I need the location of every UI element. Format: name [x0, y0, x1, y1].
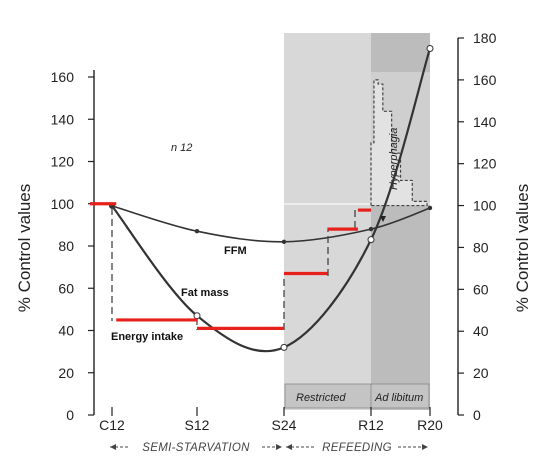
- right-tick-label: 160: [473, 72, 497, 88]
- ad-libitum-label: Ad libitum: [374, 392, 423, 404]
- ffm-label: FFM: [224, 245, 247, 257]
- x-tick-label: S12: [185, 417, 210, 433]
- x-tick-label: R12: [358, 417, 384, 433]
- x-ticks: C12 S12 S24 R12 R20: [99, 407, 443, 433]
- right-tick-label: 100: [473, 198, 497, 214]
- right-tick-label: 40: [473, 323, 489, 339]
- right-y-ticks: 0 20 40 60 80 100 120 140 160 180: [458, 30, 497, 423]
- n-annotation: n 12: [171, 142, 192, 154]
- phase-label-box: [284, 383, 430, 409]
- semi-starvation-label: SEMI-STARVATION: [142, 442, 250, 454]
- fat-mass-point: [426, 44, 434, 52]
- left-tick-label: 120: [51, 154, 75, 170]
- right-tick-label: 80: [473, 239, 489, 255]
- left-tick-label: 60: [58, 280, 74, 296]
- ffm-point: [368, 226, 374, 232]
- fat-mass-point: [367, 236, 375, 244]
- ffm-point: [281, 239, 287, 244]
- hyperphagia-histogram: [370, 79, 428, 207]
- hyperphagia-label: Hyperphagia: [388, 128, 400, 190]
- x-tick-label: C12: [99, 417, 125, 433]
- energy-intake-label: Energy intake: [111, 331, 183, 343]
- fat-mass-point: [280, 343, 288, 351]
- right-tick-label: 0: [473, 407, 481, 423]
- left-tick-label: 160: [51, 69, 75, 85]
- restricted-label: Restricted: [296, 392, 346, 404]
- x-tick-label: S24: [272, 417, 297, 433]
- right-tick-label: 180: [473, 30, 497, 46]
- phase-arrows: [110, 444, 428, 450]
- right-tick-label: 60: [473, 281, 489, 297]
- ffm-point: [194, 229, 200, 234]
- energy-intake-steps: [90, 202, 371, 330]
- left-tick-label: 0: [66, 407, 74, 423]
- left-tick-label: 100: [51, 196, 75, 212]
- right-tick-label: 140: [473, 114, 497, 130]
- left-y-axis-label: % Control values: [15, 184, 34, 313]
- fat-mass-curve: [111, 48, 432, 353]
- arrow-marker: [380, 216, 386, 222]
- refeeding-label: REFEEDING: [322, 442, 392, 454]
- left-tick-label: 40: [58, 323, 74, 339]
- left-tick-label: 140: [51, 111, 75, 127]
- left-tick-label: 80: [58, 238, 74, 254]
- fat-mass-point: [193, 312, 201, 320]
- restricted-shade: [284, 33, 371, 410]
- right-tick-label: 20: [473, 365, 489, 381]
- left-y-ticks: 0 20 40 60 80 100 120 140 160: [51, 69, 94, 423]
- left-tick-label: 20: [58, 365, 74, 381]
- right-y-axis-label: % Control values: [513, 184, 532, 313]
- ffm-point: [427, 205, 433, 211]
- x-tick-label: R20: [417, 417, 443, 433]
- curve-points: [109, 44, 434, 351]
- right-tick-label: 120: [473, 156, 497, 172]
- fat-mass-label: Fat mass: [181, 287, 229, 299]
